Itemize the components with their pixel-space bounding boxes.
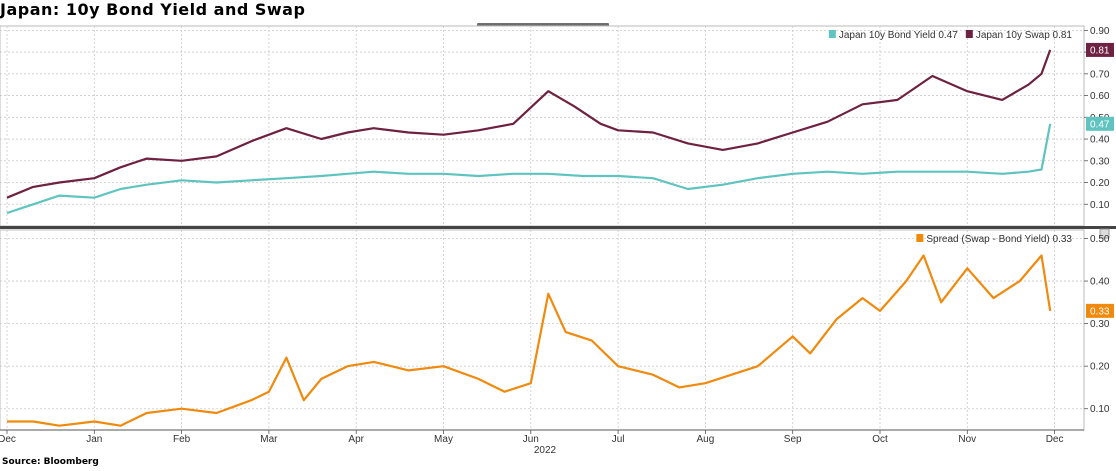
series-line-0-0 — [6, 123, 1052, 215]
legend-label-0-0: Japan 10y Bond Yield 0.47 — [839, 30, 958, 41]
last-value-badge-0-1 — [1086, 42, 1114, 57]
legend-label-1-0: Spread (Swap - Bond Yield) 0.33 — [926, 234, 1072, 245]
x-tick-label-9: Sep — [784, 434, 802, 445]
x-tick-label-2: Feb — [173, 434, 191, 445]
y-tick-label-0-8: 0.90 — [1090, 26, 1110, 37]
x-tick-label-10: Oct — [872, 434, 888, 445]
x-tick-label-3: Mar — [260, 434, 278, 445]
last-value-badge-1-0 — [1086, 303, 1114, 318]
y-tick-label-0-0: 0.10 — [1090, 200, 1110, 211]
y-tick-label-1-4: 0.50 — [1090, 234, 1110, 245]
x-tick-label-6: Jun — [523, 434, 539, 445]
y-tick-label-1-1: 0.20 — [1090, 362, 1110, 373]
last-value-badge-0-0 — [1086, 116, 1114, 131]
x-tick-label-1: Jan — [86, 434, 102, 445]
x-tick-label-5: May — [434, 434, 453, 445]
panel-frame-0 — [0, 25, 1085, 227]
legend-swatch-1-0 — [916, 234, 924, 242]
y-tick-label-0-2: 0.30 — [1090, 156, 1110, 167]
panel-divider — [0, 226, 1116, 229]
legend-swatch-0-1 — [965, 30, 973, 38]
expand-icon — [1099, 228, 1110, 239]
y-tick-label-0-6: 0.70 — [1090, 69, 1110, 80]
y-tick-label-1-3: 0.40 — [1090, 277, 1110, 288]
source-note: Source: Bloomberg — [2, 457, 99, 467]
y-tick-label-0-3: 0.40 — [1090, 135, 1110, 146]
chart-title: Japan: 10y Bond Yield and Swap — [0, 0, 306, 19]
last-value-label-0-0: 0.47 — [1090, 119, 1110, 130]
y-tick-label-1-0: 0.10 — [1090, 404, 1110, 415]
x-tick-label-0: Dec — [0, 434, 16, 445]
legend-swatch-0-0 — [828, 30, 836, 38]
x-tick-label-7: Jul — [612, 434, 625, 445]
series-line-0-1 — [6, 49, 1052, 199]
y-tick-label-0-5: 0.60 — [1090, 91, 1110, 102]
y-tick-label-0-1: 0.20 — [1090, 178, 1110, 189]
x-year-label: 2022 — [534, 445, 557, 456]
x-tick-label-11: Nov — [958, 434, 976, 445]
legend-label-0-1: Japan 10y Swap 0.81 — [976, 30, 1073, 41]
x-tick-label-8: Aug — [697, 434, 715, 445]
last-value-label-0-1: 0.81 — [1090, 45, 1110, 56]
y-tick-label-1-2: 0.30 — [1090, 319, 1110, 330]
last-value-label-1-0: 0.33 — [1090, 306, 1110, 317]
series-line-1-0 — [7, 254, 1052, 427]
x-tick-label-4: Apr — [348, 434, 364, 445]
x-tick-label-12: Dec — [1046, 434, 1064, 445]
